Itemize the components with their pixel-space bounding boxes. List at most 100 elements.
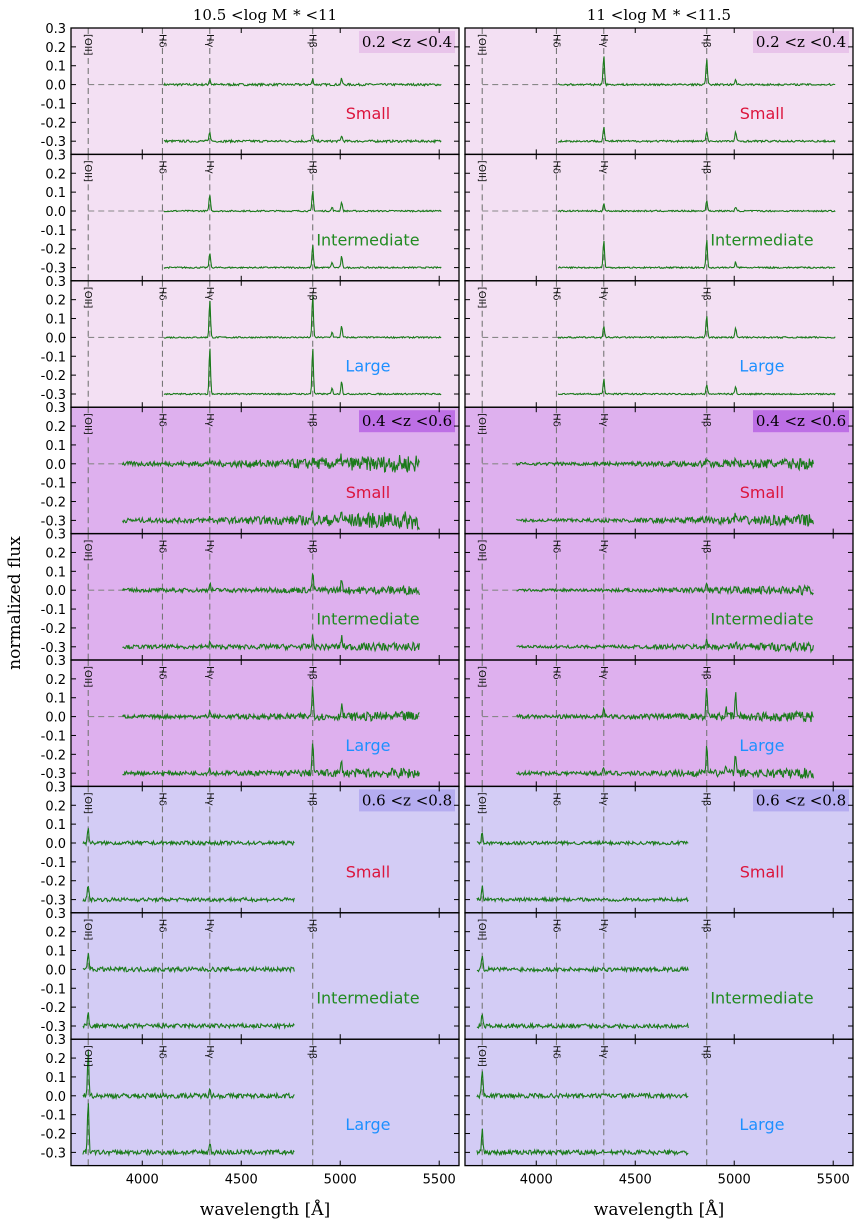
emission-line-label: Hγ xyxy=(598,160,609,174)
emission-line-label: Hδ xyxy=(156,160,167,174)
y-tick-label: 0.2 xyxy=(45,294,66,309)
redshift-badge xyxy=(359,410,455,433)
spectrum-line xyxy=(122,686,420,722)
redshift-label: 0.4 <z <0.6 xyxy=(362,412,452,430)
emission-line-label: [OII] xyxy=(476,413,487,435)
emission-line-label: Hβ xyxy=(701,666,712,680)
redshift-label: 0.2 <z <0.4 xyxy=(756,33,846,51)
x-tick-label: 4500 xyxy=(619,1173,652,1188)
size-bin-label: Intermediate xyxy=(316,989,419,1008)
y-tick-label: 0.3 xyxy=(45,654,66,669)
emission-line-label: Hδ xyxy=(550,413,561,427)
y-tick-label: 0.3 xyxy=(45,148,66,163)
emission-line-label: Hδ xyxy=(156,919,167,933)
y-tick-label: -0.1 xyxy=(41,350,66,365)
y-axis-label: normalized flux xyxy=(5,536,25,670)
y-tick-label: 0.2 xyxy=(45,799,66,814)
emission-line-label: [OII] xyxy=(476,34,487,56)
y-tick-label: 0.3 xyxy=(45,780,66,795)
spectrum-line xyxy=(516,512,814,527)
spectrum-line xyxy=(82,1103,295,1157)
x-tick-label: 4000 xyxy=(520,1173,553,1188)
y-tick-label: -0.2 xyxy=(41,622,66,637)
emission-line-label: Hδ xyxy=(550,919,561,933)
y-tick-label: -0.1 xyxy=(41,97,66,112)
spectrum-line xyxy=(516,687,814,723)
x-tick-label: 4500 xyxy=(225,1173,258,1188)
y-tick-label: 0.2 xyxy=(45,546,66,561)
spectrum-line xyxy=(163,295,442,340)
emission-line-label: Hγ xyxy=(598,1045,609,1059)
panel-background xyxy=(71,280,459,408)
spectrum-line xyxy=(476,955,689,974)
x-tick-label: 5500 xyxy=(817,1173,850,1188)
emission-line-label: Hβ xyxy=(701,34,712,48)
emission-line-label: Hγ xyxy=(204,34,215,48)
spectrum-line xyxy=(121,453,420,473)
spectrum-line xyxy=(476,1128,689,1157)
spectrum-line xyxy=(515,456,814,472)
emission-line-label: [OII] xyxy=(82,160,93,182)
spectrum-line xyxy=(163,348,442,396)
panel-background xyxy=(71,1039,459,1166)
spectrum-line xyxy=(122,634,420,653)
spectrum-line xyxy=(163,131,442,144)
emission-line-label: [OII] xyxy=(82,34,93,56)
y-tick-label: 0.1 xyxy=(45,692,66,707)
y-tick-label: 0.2 xyxy=(45,41,66,56)
y-tick-label: -0.3 xyxy=(41,894,66,909)
spectrum-line xyxy=(516,745,814,780)
spectrum-line xyxy=(476,885,689,904)
size-bin-label: Large xyxy=(739,357,784,376)
emission-line-label: Hδ xyxy=(156,666,167,680)
emission-line-label: [OII] xyxy=(476,1045,487,1067)
size-bin-label: Large xyxy=(345,736,390,755)
y-tick-label: 0.2 xyxy=(45,673,66,688)
redshift-badge xyxy=(753,410,849,433)
y-tick-label: -0.3 xyxy=(41,388,66,403)
panel-background xyxy=(71,533,459,660)
emission-line-label: Hγ xyxy=(204,792,215,806)
spectrum-line xyxy=(163,190,442,213)
emission-line-label: Hδ xyxy=(550,160,561,174)
redshift-badge xyxy=(359,789,455,812)
emission-line-label: Hδ xyxy=(156,34,167,48)
spectrum-line xyxy=(82,1051,295,1101)
y-tick-label: -0.3 xyxy=(41,1146,66,1161)
size-bin-label: Small xyxy=(346,483,390,502)
y-tick-label: 0.3 xyxy=(45,528,66,543)
spectrum-line xyxy=(82,828,295,847)
spectrum-line xyxy=(82,953,295,974)
emission-line-label: Hγ xyxy=(598,792,609,806)
y-tick-label: -0.3 xyxy=(41,1020,66,1035)
emission-line-label: Hγ xyxy=(598,540,609,554)
y-tick-label: 0.1 xyxy=(45,1071,66,1086)
y-tick-label: -0.1 xyxy=(41,856,66,871)
spectrum-line xyxy=(82,1012,295,1030)
emission-line-label: [OII] xyxy=(82,666,93,688)
size-bin-label: Small xyxy=(740,483,784,502)
panel-background xyxy=(71,912,459,1040)
emission-line-label: Hγ xyxy=(598,413,609,427)
redshift-label: 0.6 <z <0.8 xyxy=(362,791,452,809)
y-tick-label: 0.3 xyxy=(45,401,66,416)
panel-background xyxy=(465,280,853,408)
emission-line-label: [OII] xyxy=(82,287,93,309)
y-tick-label: 0.0 xyxy=(45,711,66,726)
emission-line-label: [OII] xyxy=(476,666,487,688)
y-tick-label: -0.3 xyxy=(41,641,66,656)
emission-line-label: Hγ xyxy=(204,919,215,933)
y-tick-label: 0.2 xyxy=(45,167,66,182)
emission-line-label: Hδ xyxy=(550,287,561,301)
emission-line-label: Hβ xyxy=(307,1045,318,1059)
emission-line-label: [OII] xyxy=(82,792,93,814)
emission-line-label: Hβ xyxy=(701,413,712,427)
spectrum-line xyxy=(122,743,420,780)
column-title-right: 11 <log M * <11.5 xyxy=(587,6,731,24)
y-tick-label: 0.0 xyxy=(45,331,66,346)
emission-line-label: Hδ xyxy=(550,34,561,48)
spectrum-line xyxy=(557,378,836,396)
emission-line-label: [OII] xyxy=(82,540,93,562)
emission-line-label: Hγ xyxy=(204,287,215,301)
spectrum-line xyxy=(122,572,420,596)
